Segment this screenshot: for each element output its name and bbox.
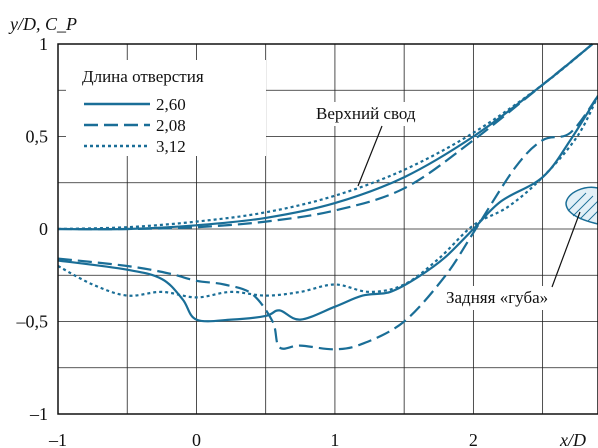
- series-line-3-dotted: [57, 43, 594, 231]
- y-tick-label: 1: [39, 34, 48, 54]
- annotation-rear-lip-text: Задняя «губа»: [446, 288, 548, 307]
- legend-title: Длина отверстия: [82, 67, 204, 86]
- y-tick-label: 0,5: [26, 127, 49, 147]
- y-tick-label: –0,5: [16, 312, 49, 332]
- annotation-rear-lip: Задняя «губа»: [440, 211, 581, 310]
- x-axis-title: x/D: [559, 430, 586, 448]
- rear-lip-hatching: [567, 192, 598, 222]
- x-tick-label: 2: [469, 430, 478, 448]
- annotation-upper-arch-pointer: [357, 125, 383, 187]
- legend-label-solid: 2,60: [156, 95, 186, 114]
- lip-shape-layer: [565, 186, 598, 225]
- legend-label-dotted: 3,12: [156, 137, 186, 156]
- y-axis-title: y/D, C_P: [8, 14, 77, 34]
- legend-label-dashed: 2,08: [156, 116, 186, 135]
- series-line-5-dashed: [57, 95, 598, 351]
- x-tick-label: 1: [330, 430, 339, 448]
- x-tick-label: 0: [192, 430, 201, 448]
- x-tick-label: –1: [48, 430, 67, 448]
- legend: Длина отверстия 2,60 2,08 3,12: [66, 60, 266, 156]
- legend-box: [66, 60, 266, 156]
- annotation-upper-arch: Верхний свод: [310, 102, 462, 187]
- annotation-rear-lip-bg: [440, 286, 576, 310]
- annotation-rear-lip-pointer: [551, 211, 581, 288]
- series-layer: [57, 43, 598, 351]
- plot-frame: [57, 43, 598, 415]
- series-line-6-dotted: [57, 95, 598, 299]
- annotation-upper-arch-text: Верхний свод: [316, 104, 416, 123]
- annotation-upper-arch-bg: [310, 102, 462, 126]
- y-tick-label: –1: [29, 404, 48, 424]
- y-tick-label: 0: [39, 219, 48, 239]
- series-line-4-solid: [57, 95, 598, 323]
- axis-ticks: –1 0 1 2 1 0,5 0 –0,5 –1: [16, 34, 478, 448]
- series-line-2-dashed: [57, 43, 594, 231]
